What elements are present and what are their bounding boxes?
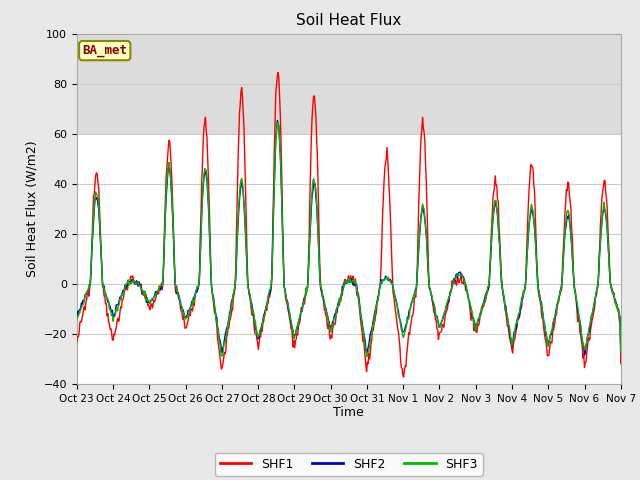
SHF2: [83, 291, 90, 297]
SHF1: [417, 154, 424, 159]
X-axis label: Time: Time: [333, 407, 364, 420]
SHF1: [194, 287, 202, 292]
SHF3: [617, 349, 625, 355]
SHF3: [83, 290, 90, 296]
Y-axis label: Soil Heat Flux (W/m2): Soil Heat Flux (W/m2): [25, 141, 38, 277]
Title: Soil Heat Flux: Soil Heat Flux: [296, 13, 401, 28]
SHF1: [617, 361, 625, 367]
SHF3: [274, 120, 282, 125]
SHF3: [73, 316, 81, 322]
SHF2: [194, 285, 202, 290]
SHF3: [194, 285, 202, 290]
SHF3: [139, 288, 147, 294]
SHF1: [400, 374, 408, 380]
SHF3: [223, 331, 230, 336]
SHF1: [139, 288, 147, 293]
SHF3: [363, 354, 371, 360]
SHF1: [73, 339, 81, 345]
SHF2: [617, 349, 625, 355]
Line: SHF3: SHF3: [77, 122, 621, 357]
SHF2: [273, 118, 281, 123]
Line: SHF1: SHF1: [77, 72, 621, 377]
SHF2: [580, 352, 588, 358]
SHF3: [433, 313, 440, 319]
SHF1: [223, 334, 230, 340]
SHF2: [73, 315, 81, 321]
SHF1: [433, 318, 440, 324]
SHF2: [223, 326, 230, 332]
SHF2: [431, 312, 439, 318]
SHF3: [417, 219, 424, 225]
Line: SHF2: SHF2: [77, 120, 621, 355]
SHF2: [139, 290, 147, 296]
Text: BA_met: BA_met: [82, 44, 127, 57]
Legend: SHF1, SHF2, SHF3: SHF1, SHF2, SHF3: [214, 453, 483, 476]
SHF1: [274, 70, 282, 75]
SHF1: [83, 296, 90, 302]
Bar: [77, 34, 621, 134]
SHF2: [416, 233, 424, 239]
